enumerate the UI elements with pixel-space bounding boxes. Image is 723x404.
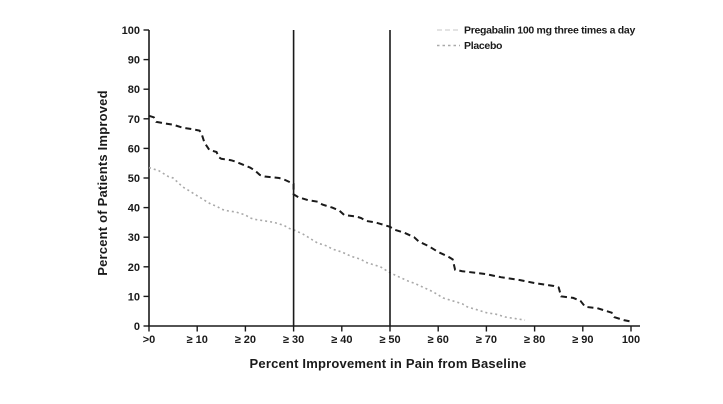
x-tick-label: >0	[143, 334, 156, 346]
x-tick-label: ≥ 30	[283, 334, 304, 346]
x-tick-label: ≥ 90	[572, 334, 593, 346]
legend-pregabalin-label: Pregabalin 100 mg three times a day	[464, 25, 635, 37]
y-tick-label: 10	[128, 291, 140, 303]
x-tick-label: 100	[622, 334, 640, 346]
x-tick-label: ≥ 70	[476, 334, 497, 346]
y-tick-label: 20	[128, 262, 140, 274]
x-tick-label: ≥ 50	[379, 334, 400, 346]
y-tick-label: 30	[128, 232, 140, 244]
x-tick-label: ≥ 60	[428, 334, 449, 346]
x-axis-title: Percent Improvement in Pain from Baselin…	[250, 356, 527, 371]
y-tick-label: 100	[122, 25, 140, 37]
reference-lines	[292, 30, 391, 326]
y-ticks: 0 10 20 30 40 50 60 70 80 90 100	[122, 25, 149, 333]
y-tick-label: 50	[128, 173, 140, 185]
y-tick-label: 40	[128, 203, 140, 215]
y-tick-label: 0	[134, 321, 140, 333]
y-tick-label: 60	[128, 143, 140, 155]
y-tick-label: 70	[128, 114, 140, 126]
legend-item-placebo: Placebo	[437, 40, 502, 52]
y-tick-label: 90	[128, 55, 140, 67]
legend-item-pregabalin: Pregabalin 100 mg three times a day	[437, 25, 636, 37]
x-tick-label: ≥ 10	[187, 334, 208, 346]
x-tick-label: ≥ 40	[331, 334, 352, 346]
series-placebo-line	[148, 166, 526, 321]
x-tick-label: ≥ 80	[524, 334, 545, 346]
x-ticks: >0 ≥ 10 ≥ 20 ≥ 30 ≥ 40 ≥ 50 ≥ 60 ≥ 70 ≥ 80 ≥ 90 10…	[143, 326, 640, 346]
x-tick-label: ≥ 20	[235, 334, 256, 346]
legend: Pregabalin 100 mg three times a day Plac…	[437, 25, 636, 52]
y-tick-label: 80	[128, 84, 140, 96]
legend-placebo-label: Placebo	[464, 40, 502, 52]
y-axis-title: Percent of Patients Improved	[95, 90, 110, 275]
